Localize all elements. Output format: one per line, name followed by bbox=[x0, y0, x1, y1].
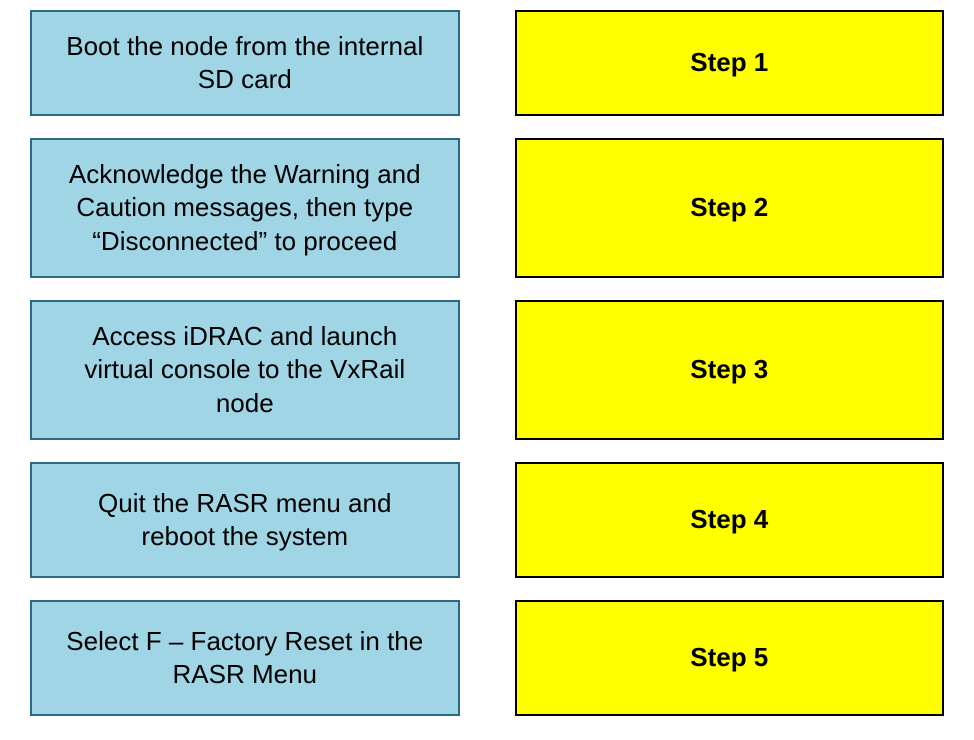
step-label-box: Step 4 bbox=[515, 462, 945, 578]
instruction-box: Access iDRAC and launch virtual console … bbox=[30, 300, 460, 440]
diagram-container: Boot the node from the internal SD card S… bbox=[0, 0, 974, 736]
step-label-box: Step 2 bbox=[515, 138, 945, 278]
instruction-box: Acknowledge the Warning and Caution mess… bbox=[30, 138, 460, 278]
instruction-box: Quit the RASR menu and reboot the system bbox=[30, 462, 460, 578]
step-label-box: Step 1 bbox=[515, 10, 945, 116]
diagram-row: Boot the node from the internal SD card S… bbox=[30, 10, 944, 116]
instruction-box: Boot the node from the internal SD card bbox=[30, 10, 460, 116]
instruction-box: Select F – Factory Reset in the RASR Men… bbox=[30, 600, 460, 716]
diagram-row: Access iDRAC and launch virtual console … bbox=[30, 300, 944, 440]
step-label-box: Step 5 bbox=[515, 600, 945, 716]
diagram-row: Acknowledge the Warning and Caution mess… bbox=[30, 138, 944, 278]
step-label-box: Step 3 bbox=[515, 300, 945, 440]
diagram-row: Quit the RASR menu and reboot the system… bbox=[30, 462, 944, 578]
diagram-row: Select F – Factory Reset in the RASR Men… bbox=[30, 600, 944, 716]
